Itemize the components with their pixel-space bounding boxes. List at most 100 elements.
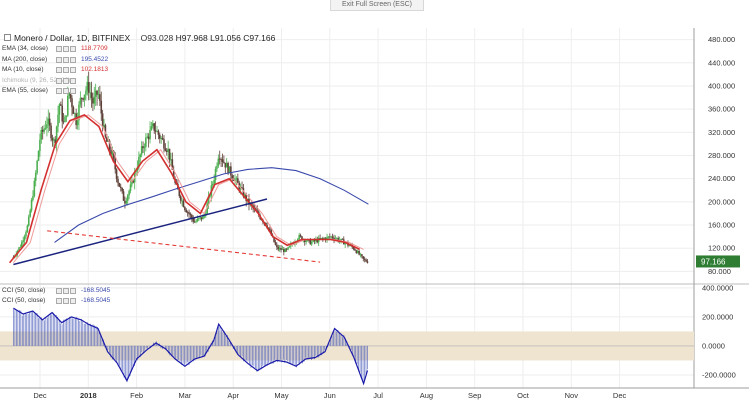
eye-icon[interactable]: [56, 77, 62, 84]
candle-body: [104, 125, 107, 137]
candle-body: [168, 148, 171, 161]
indicator-row-ma10[interactable]: MA (10, close) 102.1813: [2, 65, 108, 76]
candle-body: [55, 126, 58, 143]
candle-body: [362, 256, 365, 259]
candle-body: [333, 237, 335, 240]
ohlc-low: L91.056: [210, 33, 241, 43]
candle-body: [103, 125, 105, 127]
cci-row[interactable]: CCI (50, close) -168.5045: [2, 286, 110, 296]
candle-body: [303, 239, 306, 243]
indicator-name: EMA (55, close): [2, 87, 48, 94]
eye-icon[interactable]: [56, 56, 62, 63]
eye-icon[interactable]: [56, 88, 62, 95]
remove-icon[interactable]: [70, 56, 76, 63]
candle-body: [111, 151, 114, 155]
time-tick-label: 2018: [80, 391, 97, 400]
eye-icon[interactable]: [56, 67, 62, 74]
candle-body: [244, 194, 246, 197]
candle-body: [309, 239, 312, 245]
collapse-legend-icon[interactable]: [4, 34, 11, 41]
candle-body: [128, 190, 130, 196]
candle-body: [188, 212, 190, 215]
indicator-controls[interactable]: [56, 46, 76, 53]
candle-body: [22, 240, 24, 242]
candle-body: [179, 196, 182, 201]
cci-tick-label: 0.0000: [702, 341, 725, 350]
candle-body: [337, 238, 340, 242]
indicator-controls[interactable]: [56, 67, 76, 74]
candle-body: [60, 104, 62, 106]
settings-icon[interactable]: [63, 77, 69, 84]
candle-body: [198, 218, 200, 220]
candle-body: [217, 158, 220, 166]
candle-body: [277, 247, 280, 250]
settings-icon[interactable]: [63, 88, 69, 95]
candle-body: [242, 188, 245, 197]
remove-icon[interactable]: [70, 67, 76, 74]
candle-body: [355, 250, 358, 253]
candle-body: [122, 191, 125, 201]
candle-body: [43, 128, 45, 132]
candle-body: [47, 118, 50, 125]
remove-icon[interactable]: [70, 46, 76, 53]
candle-body: [192, 218, 195, 222]
settings-icon[interactable]: [63, 46, 69, 53]
candle-body: [85, 90, 87, 95]
candle-body: [158, 134, 161, 139]
candle-body: [285, 248, 288, 250]
settings-icon[interactable]: [63, 56, 69, 63]
candle-body: [363, 258, 366, 260]
indicator-row-ema55[interactable]: EMA (55, close): [2, 86, 108, 97]
candle-body: [352, 246, 355, 250]
indicator-name: CCI (50, close): [2, 287, 46, 294]
price-tick-label: 320.000: [708, 128, 735, 137]
candle-body: [146, 136, 149, 138]
candle-body: [189, 214, 192, 215]
time-tick-label: Nov: [565, 391, 579, 400]
candle-body: [64, 116, 66, 123]
indicator-row-ma200[interactable]: MA (200, close) 195.4522: [2, 55, 108, 66]
eye-icon[interactable]: [56, 46, 62, 53]
candle-body: [313, 239, 316, 242]
ohlc-open: O93.028: [140, 33, 174, 43]
candle-body: [129, 184, 132, 191]
indicator-controls[interactable]: [56, 56, 76, 63]
candle-body: [178, 189, 181, 197]
candle-body: [207, 196, 210, 204]
candle-body: [170, 159, 172, 161]
eye-icon[interactable]: [56, 298, 62, 304]
exit-fullscreen-button[interactable]: Exit Full Screen (ESC): [330, 0, 424, 11]
candle-body: [50, 125, 52, 139]
candle-body: [358, 250, 360, 255]
settings-icon[interactable]: [63, 67, 69, 74]
indicator-row-ema34[interactable]: EMA (34, close) 118.7709: [2, 44, 108, 55]
candle-body: [278, 248, 281, 250]
candle-body: [326, 236, 328, 240]
indicator-controls[interactable]: [56, 288, 76, 294]
candle-body: [30, 199, 33, 211]
indicator-controls[interactable]: [56, 77, 76, 84]
candle-body: [78, 104, 80, 121]
candle-body: [125, 200, 128, 204]
remove-icon[interactable]: [70, 288, 76, 294]
price-tick-label: 400.000: [708, 81, 735, 90]
eye-icon[interactable]: [56, 288, 62, 294]
remove-icon[interactable]: [70, 298, 76, 304]
remove-icon[interactable]: [70, 77, 76, 84]
candle-body: [115, 169, 118, 179]
settings-icon[interactable]: [63, 288, 69, 294]
candle-body: [68, 92, 70, 96]
candle-body: [19, 246, 22, 248]
cci-row[interactable]: CCI (50, close) -168.5045: [2, 296, 110, 306]
settings-icon[interactable]: [63, 298, 69, 304]
candle-body: [142, 146, 144, 149]
candle-body: [80, 98, 83, 99]
indicator-value: 195.4522: [81, 55, 109, 63]
indicator-row-ichimoku[interactable]: Ichimoku (9, 26, 52, 26): [2, 76, 108, 87]
indicator-controls[interactable]: [56, 298, 76, 304]
remove-icon[interactable]: [70, 88, 76, 95]
candle-body: [211, 183, 214, 186]
indicator-controls[interactable]: [56, 88, 76, 95]
